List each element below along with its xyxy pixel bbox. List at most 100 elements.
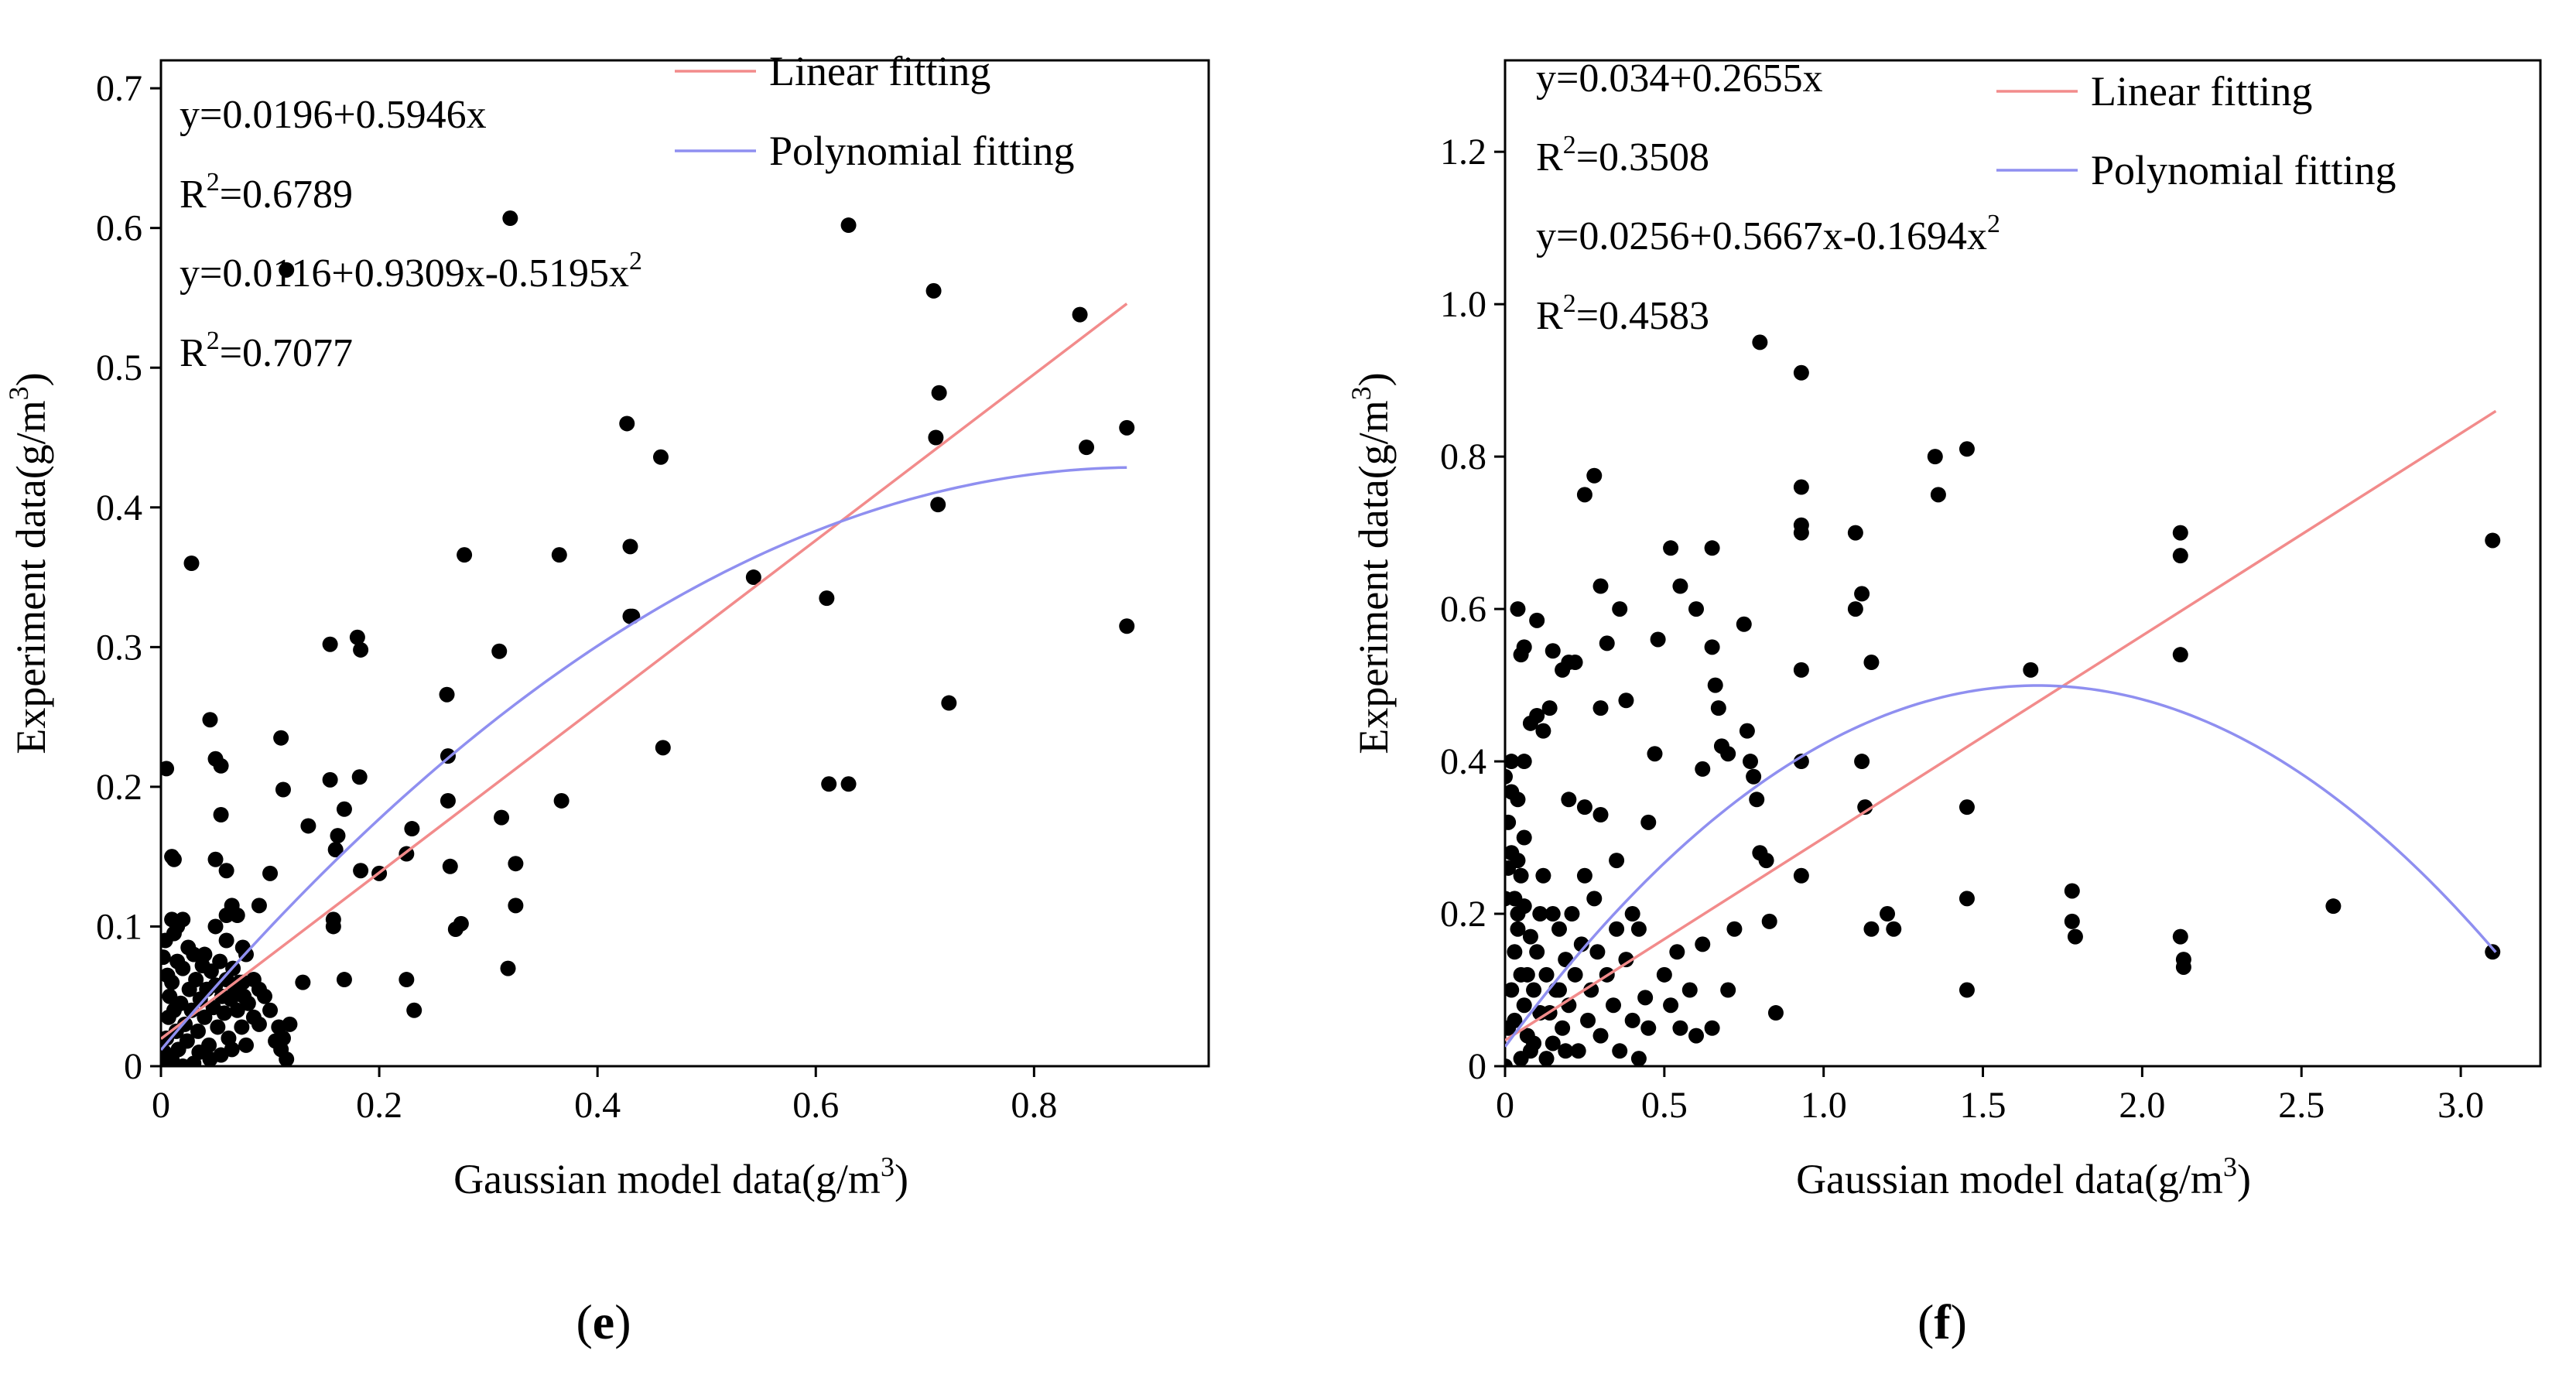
data-point <box>2172 525 2188 541</box>
y-tick-label: 0.6 <box>96 208 142 249</box>
data-point <box>551 547 567 563</box>
x-tick-label: 2.0 <box>2119 1085 2165 1126</box>
data-point <box>1541 700 1558 716</box>
data-point <box>1505 768 1513 785</box>
data-point <box>502 210 518 227</box>
data-point <box>1529 707 1545 723</box>
data-point <box>353 863 369 879</box>
data-point <box>282 1016 298 1032</box>
linear-fit-line <box>1505 409 2497 1041</box>
y-tick-label: 0 <box>124 1046 142 1087</box>
data-point <box>2064 913 2080 929</box>
data-point <box>457 547 473 563</box>
data-point <box>2325 898 2342 915</box>
data-point <box>216 1005 232 1021</box>
data-point <box>1847 601 1863 617</box>
data-point <box>234 1019 250 1035</box>
data-point <box>1510 921 1526 937</box>
data-point <box>210 1019 226 1035</box>
data-point <box>1567 966 1583 983</box>
data-point <box>325 911 341 928</box>
data-point <box>404 821 420 837</box>
data-point <box>213 757 229 774</box>
data-point <box>925 282 942 299</box>
data-point <box>1538 966 1555 983</box>
fit-equation: y=0.034+0.2655x <box>1536 56 1823 101</box>
data-point <box>821 776 837 792</box>
data-point <box>1695 936 1711 952</box>
data-point <box>399 972 415 988</box>
data-point <box>207 851 224 867</box>
polynomial-fit-curve <box>161 466 1127 1051</box>
data-point <box>197 946 213 963</box>
data-point <box>251 1016 267 1032</box>
chart-e: 0 0.1 0.2 0.3 0.4 0.5 0.6 0.7 0 0.2 0.4 0.6 0.8 Linea… <box>3 48 1210 1349</box>
fit-equation: R2=0.3508 <box>1536 131 1709 180</box>
data-point <box>1605 997 1621 1014</box>
y-tick-label: 0.5 <box>96 347 142 388</box>
data-point <box>1663 997 1679 1014</box>
x-tick-label: 0.5 <box>1641 1085 1688 1126</box>
data-point <box>1516 997 1532 1014</box>
x-tick-label: 3.0 <box>2437 1085 2484 1126</box>
data-point <box>161 761 175 777</box>
data-point <box>1669 944 1685 960</box>
data-point <box>275 781 291 798</box>
data-point <box>1545 906 1561 922</box>
data-point <box>279 1051 295 1066</box>
data-point <box>652 449 669 465</box>
y-tick-label: 0.6 <box>1440 589 1486 630</box>
data-point <box>2172 647 2188 663</box>
data-point <box>819 590 835 607</box>
plot-area <box>161 210 1135 1066</box>
data-point <box>262 1002 279 1018</box>
data-point <box>1672 1020 1688 1036</box>
chart-f: 0 0.2 0.4 0.6 0.8 1.0 1.2 0 0.5 1.0 1.5 2.0 2.5 3.0 Li… <box>1346 56 2542 1349</box>
data-point <box>179 1033 195 1049</box>
data-point <box>1640 814 1657 830</box>
data-point <box>1720 982 1736 998</box>
data-point <box>508 856 524 872</box>
data-point <box>1513 1051 1529 1066</box>
data-point <box>1592 700 1609 716</box>
data-point <box>207 918 224 935</box>
data-point <box>1688 1028 1705 1044</box>
fit-equation: R2=0.7077 <box>180 327 353 375</box>
fit-equation: y=0.0116+0.9309x-0.5195x2 <box>180 247 642 296</box>
data-point <box>1704 639 1720 655</box>
data-point <box>229 908 245 923</box>
y-tick-label: 0.4 <box>96 487 142 528</box>
data-point <box>1505 814 1517 830</box>
data-point <box>1586 891 1603 907</box>
data-point <box>1758 853 1774 869</box>
data-point <box>1513 867 1529 884</box>
polynomial-fit-curve <box>1505 684 2497 1048</box>
data-point <box>295 974 311 990</box>
data-point <box>1959 982 1975 998</box>
legend-label: Polynomial fitting <box>769 128 1075 174</box>
data-point <box>1640 1020 1657 1036</box>
data-point <box>262 865 279 881</box>
data-point <box>1576 487 1592 503</box>
data-point <box>190 1023 206 1039</box>
data-point <box>351 769 368 785</box>
data-point <box>930 497 946 513</box>
data-point <box>330 828 346 844</box>
x-tick-label: 0 <box>152 1085 170 1126</box>
data-point <box>1857 799 1873 816</box>
data-point <box>840 217 857 234</box>
data-point <box>1592 578 1609 594</box>
data-point <box>1580 1012 1596 1028</box>
data-point <box>251 898 267 914</box>
data-point <box>1119 419 1135 436</box>
plot-frame <box>1504 59 2542 1068</box>
data-point <box>1704 1020 1720 1036</box>
data-point <box>1505 982 1520 998</box>
data-point <box>440 792 456 809</box>
data-point <box>1752 334 1768 350</box>
data-point <box>1707 677 1723 693</box>
panel-label: (f) <box>1917 1294 1967 1349</box>
data-point <box>1630 1051 1647 1066</box>
data-point <box>275 1030 291 1046</box>
data-point <box>349 629 365 645</box>
